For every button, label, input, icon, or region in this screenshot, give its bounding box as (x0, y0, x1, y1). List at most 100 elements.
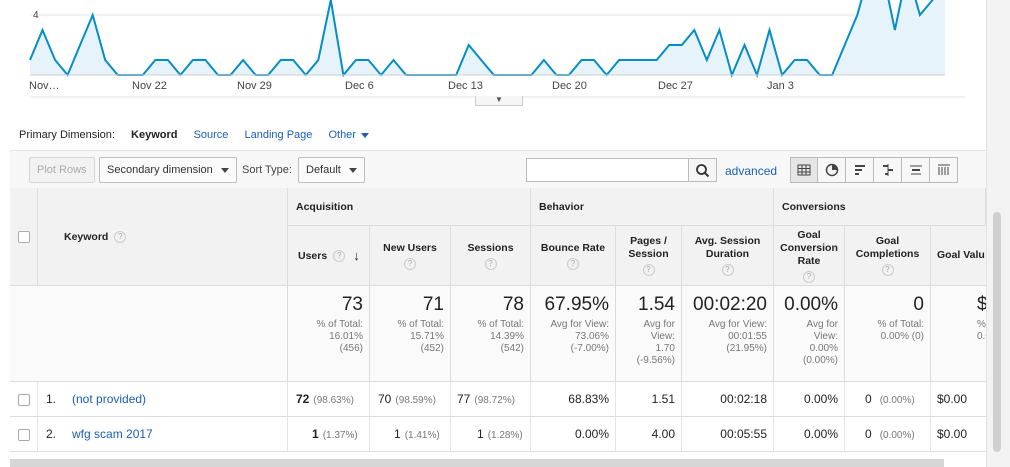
total-subtext: % of Total: 15.71% (452) (397, 319, 444, 354)
table-view-button[interactable] (790, 157, 818, 183)
table-row[interactable]: 1. (not provided) 72 (98.63%) 70 (98.59%) 7… (10, 382, 986, 417)
dimension-landing-page[interactable]: Landing Page (244, 129, 313, 141)
table-horizontal-scrollbar[interactable] (10, 459, 944, 467)
column-header-goal-completions[interactable]: Goal Completions? (845, 226, 931, 286)
performance-view-button[interactable] (846, 157, 874, 183)
table-row[interactable]: 2. wfg scam 2017 1 (1.37%) 1 (1.41%) 1 (1.28… (10, 417, 986, 452)
help-icon[interactable]: ? (404, 257, 416, 270)
help-icon[interactable]: ? (484, 257, 497, 270)
chevron-down-icon (348, 167, 357, 173)
completions-cell: 0 (0.00%) (845, 417, 931, 451)
x-tick-label: Dec 20 (552, 80, 587, 92)
total-subtext: Avg for View: 00:01:55 (21.95%) (708, 319, 767, 354)
help-icon[interactable]: ? (567, 257, 579, 270)
cell-value: 0 (865, 392, 872, 406)
group-header-behavior: Behavior (531, 188, 774, 226)
advanced-filter-link[interactable]: advanced (725, 164, 778, 178)
column-header-pages-session[interactable]: Pages / Session? (616, 226, 682, 286)
cell-value: 72 (296, 392, 310, 406)
column-header-avg-session-duration[interactable]: Avg. Session Duration? (682, 226, 774, 286)
dimension-other[interactable]: Other (328, 129, 382, 141)
help-icon[interactable]: ? (803, 270, 815, 283)
total-users: 73 % of Total: 16.01% (456) (288, 286, 370, 382)
total-subtext: Avg for View: 0.00% (0.00%) (802, 319, 838, 366)
secondary-dimension-label: Secondary dimension (107, 164, 213, 176)
cell-percent: (1.37%) (322, 430, 358, 441)
total-value: 71 (422, 294, 444, 315)
column-header-users[interactable]: Users? ↓ (288, 226, 370, 286)
scrollbar-thumb[interactable] (993, 212, 1001, 452)
keyword-link[interactable]: wfg scam 2017 (72, 427, 153, 441)
cell-percent: (0.00%) (879, 395, 915, 406)
keyword-link[interactable]: (not provided) (72, 392, 147, 406)
column-header-goal-value[interactable]: Goal Valu (931, 226, 986, 286)
dimension-keyword[interactable]: Keyword (131, 129, 178, 141)
x-tick-label: Nov 29 (237, 80, 272, 92)
primary-dimension-bar: Primary Dimension: Keyword Source Landin… (19, 129, 395, 141)
comparison-view-button[interactable] (874, 157, 902, 183)
keyword-data-table: Keyword? Acquisition Behavior Conversion… (10, 188, 986, 467)
column-header-pages-session-label: Pages / Session (628, 235, 669, 260)
total-avg-session-duration: 00:02:20 Avg for View: 00:01:55 (21.95%) (682, 286, 774, 382)
cell-value: 70 (378, 392, 392, 406)
row-checkbox-cell (10, 382, 38, 416)
keyword-header-label: Keyword (64, 230, 109, 243)
help-icon[interactable]: ? (114, 230, 127, 243)
x-tick-label: Nov… (29, 80, 60, 92)
column-header-users-label: Users (298, 249, 328, 262)
row-checkbox[interactable] (17, 428, 30, 441)
cell-value: 77 (457, 392, 471, 406)
help-icon[interactable]: ? (642, 264, 655, 276)
help-icon[interactable]: ? (721, 264, 734, 276)
total-goal-value: $0 % o 0.00% (931, 286, 986, 382)
cell-percent: (98.59%) (395, 395, 436, 406)
row-index: 2. (46, 427, 57, 441)
new-users-cell: 1 (1.41%) (370, 417, 451, 451)
sort-type-dropdown[interactable]: Default (298, 157, 365, 183)
pie-view-button[interactable] (818, 157, 846, 183)
column-header-new-users[interactable]: New Users? (370, 226, 451, 286)
goal-value-cell: $0.00 (931, 417, 986, 451)
totals-label-cell (10, 286, 288, 382)
term-cloud-view-button[interactable] (902, 157, 930, 183)
column-header-new-users-label: New Users (383, 241, 437, 254)
table-toolbar: Plot Rows Secondary dimension Sort Type:… (10, 150, 986, 188)
help-icon[interactable]: ? (333, 249, 346, 262)
group-header-acquisition: Acquisition (288, 188, 531, 226)
users-cell: 72 (98.63%) (288, 382, 370, 416)
total-new-users: 71 % of Total: 15.71% (452) (370, 286, 451, 382)
dimension-other-label: Other (328, 129, 356, 141)
row-checkbox[interactable] (17, 393, 30, 406)
users-cell: 1 (1.37%) (288, 417, 370, 451)
help-icon[interactable]: ? (881, 264, 894, 276)
search-button[interactable] (689, 158, 717, 182)
total-value: 73 (341, 294, 363, 315)
cell-value: 1 (312, 427, 319, 441)
total-value: $0 (977, 294, 986, 315)
keyword-column-header[interactable]: Keyword? (38, 188, 288, 286)
column-header-sessions[interactable]: Sessions? (451, 226, 531, 286)
column-header-avg-session-duration-label: Avg. Session Duration (694, 235, 761, 260)
timeline-chart: 4 Nov… Nov 22 Nov 29 Dec 6 Dec 13 Dec 20… (0, 0, 990, 120)
select-all-checkbox[interactable] (17, 230, 30, 243)
total-bounce-rate: 67.95% Avg for View: 73.06% (-7.00%) (531, 286, 616, 382)
duration-cell: 00:05:55 (682, 417, 774, 451)
column-header-goal-conversion-rate-label: Goal Conversion Rate (780, 228, 838, 267)
plot-rows-button[interactable]: Plot Rows (29, 157, 95, 183)
duration-cell: 00:02:18 (682, 382, 774, 416)
table-search-input[interactable] (526, 158, 689, 182)
total-value: 0.00% (784, 294, 838, 315)
pivot-view-button[interactable] (930, 157, 958, 183)
total-subtext: % o 0.00% (977, 319, 986, 342)
column-header-goal-conversion-rate[interactable]: Goal Conversion Rate? (774, 226, 845, 286)
page-scrollbar[interactable] (986, 0, 1010, 467)
column-header-bounce-rate[interactable]: Bounce Rate? (531, 226, 616, 286)
total-sessions: 78 % of Total: 14.39% (542) (451, 286, 531, 382)
pie-chart-icon (825, 163, 838, 177)
cell-percent: (98.72%) (474, 395, 515, 406)
secondary-dimension-dropdown[interactable]: Secondary dimension (99, 157, 237, 183)
cell-value: 0 (865, 427, 872, 441)
dimension-source[interactable]: Source (193, 129, 229, 141)
chart-collapse-handle[interactable]: ▼ (475, 96, 523, 106)
sort-type-value: Default (306, 164, 341, 176)
